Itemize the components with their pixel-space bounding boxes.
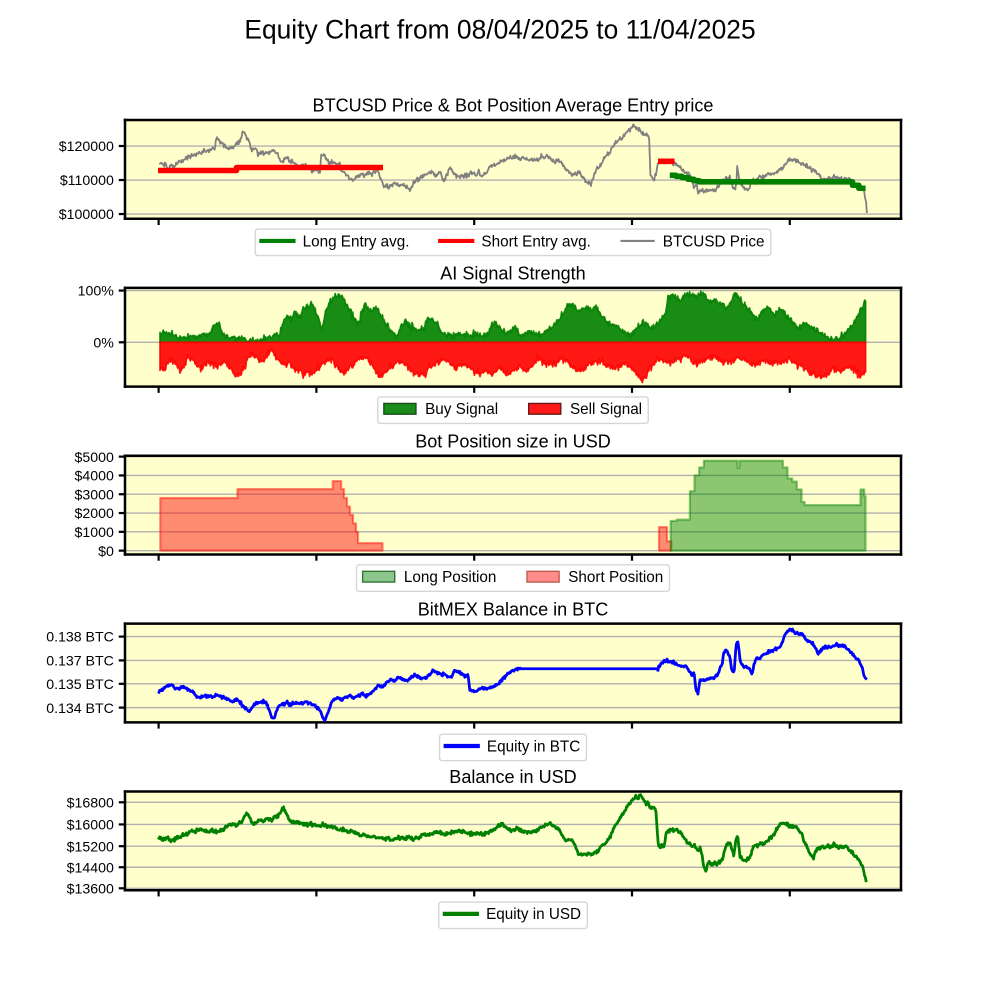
svg-text:Short Position: Short Position: [568, 569, 663, 586]
svg-text:Buy Signal: Buy Signal: [425, 401, 498, 418]
svg-text:Balance in USD: Balance in USD: [449, 767, 576, 787]
svg-text:$15200: $15200: [67, 839, 114, 855]
svg-text:$16800: $16800: [67, 795, 114, 811]
svg-text:$120000: $120000: [59, 139, 114, 155]
svg-text:BTCUSD Price: BTCUSD Price: [663, 233, 765, 250]
svg-text:$1000: $1000: [75, 525, 114, 541]
svg-text:0.137 BTC: 0.137 BTC: [46, 654, 114, 670]
svg-text:0%: 0%: [93, 335, 114, 351]
svg-text:Equity Chart from 08/04/2025 t: Equity Chart from 08/04/2025 to 11/04/20…: [244, 15, 755, 45]
svg-text:0.138 BTC: 0.138 BTC: [46, 630, 114, 646]
svg-text:Long Entry avg.: Long Entry avg.: [303, 233, 410, 250]
svg-text:$4000: $4000: [75, 469, 114, 485]
svg-text:Long Position: Long Position: [404, 569, 497, 586]
svg-text:AI Signal Strength: AI Signal Strength: [440, 264, 585, 284]
svg-text:$100000: $100000: [59, 207, 114, 223]
svg-text:$0: $0: [98, 544, 114, 560]
svg-text:$16000: $16000: [67, 818, 114, 834]
svg-text:Equity in USD: Equity in USD: [486, 906, 581, 923]
svg-text:$5000: $5000: [75, 450, 114, 466]
svg-text:0.135 BTC: 0.135 BTC: [46, 677, 114, 693]
svg-text:BTCUSD Price & Bot Position Av: BTCUSD Price & Bot Position Average Entr…: [313, 96, 714, 116]
svg-text:Equity in BTC: Equity in BTC: [487, 738, 580, 755]
svg-text:Bot Position size in USD: Bot Position size in USD: [415, 431, 611, 451]
svg-text:$13600: $13600: [67, 881, 114, 897]
svg-text:Short Entry avg.: Short Entry avg.: [481, 233, 590, 250]
svg-text:$14400: $14400: [67, 860, 114, 876]
svg-text:$110000: $110000: [60, 173, 114, 189]
svg-text:100%: 100%: [78, 284, 115, 300]
svg-text:BitMEX Balance in BTC: BitMEX Balance in BTC: [418, 599, 609, 619]
svg-text:0.134 BTC: 0.134 BTC: [46, 701, 114, 717]
svg-text:$3000: $3000: [75, 487, 114, 503]
svg-text:$2000: $2000: [75, 506, 114, 522]
svg-text:Sell Signal: Sell Signal: [570, 401, 642, 418]
